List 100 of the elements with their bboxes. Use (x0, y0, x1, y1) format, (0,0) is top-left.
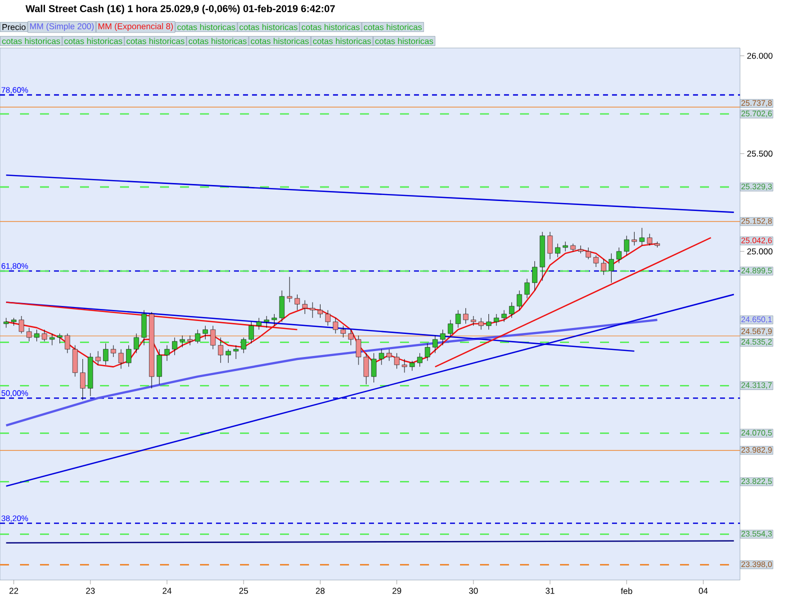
candlestick (64, 333, 70, 354)
ref-line-label: 24.070,5 (741, 430, 772, 437)
candlestick (26, 327, 32, 342)
candlestick (555, 243, 560, 258)
ref-line-label: 24.313,7 (741, 382, 772, 389)
text: cotas historicas (64, 38, 122, 44)
ref-line-label: 23.398,0 (741, 561, 772, 568)
ref-line-label: 23.554,3 (741, 530, 772, 538)
candlestick (272, 314, 277, 326)
candlestick (616, 247, 622, 264)
annotation: 61,80% (2, 263, 28, 270)
x-tick-label: 22 (9, 588, 18, 594)
candlestick (241, 337, 246, 354)
candlestick (118, 348, 124, 370)
annotation: 38,20% (2, 515, 28, 522)
text: 24.650,1 (741, 316, 772, 324)
candlestick (402, 358, 408, 373)
candlestick (394, 352, 400, 370)
ref-line-label: 23.822,5 (741, 478, 772, 486)
text: Precio (2, 24, 26, 30)
y-tick-label: 26.000 (747, 52, 772, 59)
ref-line-label: 25.702,6 (741, 110, 772, 118)
candlestick (218, 337, 224, 364)
candlestick (478, 318, 484, 330)
candlestick (110, 345, 116, 358)
candlestick (639, 228, 645, 246)
annotation: 50,00% (2, 390, 28, 397)
text: cotas historicas (250, 38, 309, 44)
candlestick (42, 329, 48, 342)
x-tick-label: 04 (698, 588, 708, 594)
candlestick (424, 343, 430, 362)
candlestick (103, 343, 108, 366)
candlestick (310, 302, 316, 318)
x-tick-label: 29 (392, 588, 402, 594)
candlestick (448, 320, 454, 338)
candlestick (364, 352, 369, 385)
candlestick (80, 358, 86, 400)
text: cotas historicas (188, 38, 247, 44)
candlestick (95, 350, 101, 366)
text: cotas historicas (126, 38, 184, 44)
candlestick (547, 232, 553, 260)
x-tick-label: 24 (162, 588, 172, 594)
x-tick-label: feb (620, 588, 632, 594)
candlestick (187, 335, 193, 346)
candlestick (318, 304, 323, 318)
candlestick (494, 314, 500, 326)
candlestick (432, 335, 438, 354)
candlestick (624, 236, 630, 256)
candlestick (134, 333, 139, 354)
candlestick (601, 258, 606, 276)
text: 25.042,6 (741, 238, 772, 244)
candlestick (486, 314, 492, 330)
candlestick (378, 348, 384, 366)
candlestick (49, 333, 55, 346)
candlestick (440, 329, 446, 346)
candlestick (72, 345, 78, 377)
ref-line-label: 25.329,3 (741, 184, 772, 190)
text: MM (Simple 200) (30, 23, 94, 31)
candlestick (593, 255, 599, 268)
text: cotas historicas (313, 38, 371, 44)
y-tick-label: 25.000 (747, 248, 772, 254)
candlestick (608, 253, 614, 283)
candlestick (386, 348, 392, 362)
ref-line-label: 23.982,9 (741, 447, 772, 454)
text: MM (Exponencial 8) (98, 23, 173, 31)
candlestick (463, 308, 468, 324)
candlestick (156, 348, 162, 385)
candlestick (501, 310, 507, 322)
ref-line-label: 25.737,8 (741, 100, 772, 107)
candlestick (456, 310, 461, 328)
candlestick (302, 300, 308, 314)
ref-line-label: 24.567,9 (741, 328, 772, 336)
candlestick (417, 352, 422, 368)
candlestick (180, 335, 185, 348)
candlestick (226, 348, 231, 364)
candlestick (562, 241, 568, 252)
text: cotas historicas (2, 38, 60, 44)
candlestick (632, 232, 637, 246)
candlestick (141, 310, 147, 346)
x-tick-label: 31 (546, 588, 554, 594)
candlestick (248, 322, 254, 344)
candlestick (34, 329, 40, 342)
candlestick (348, 329, 354, 346)
candlestick (286, 276, 292, 303)
x-tick-label: 30 (469, 588, 478, 594)
candlestick (516, 290, 522, 310)
candlestick (233, 345, 239, 360)
candlestick (256, 318, 262, 330)
candlestick (470, 316, 476, 326)
candlestick (202, 325, 208, 340)
text: cotas historicas (177, 24, 236, 30)
candlestick (332, 318, 338, 334)
annotation: 78,60% (2, 87, 28, 94)
x-tick-label: 23 (86, 588, 95, 594)
text: cotas historicas (375, 38, 434, 44)
ref-line-label: 25.152,8 (741, 218, 772, 225)
candlestick (264, 316, 270, 328)
candlestick (509, 302, 514, 318)
y-tick-label: 25.500 (747, 150, 772, 157)
candlestick (4, 318, 9, 328)
